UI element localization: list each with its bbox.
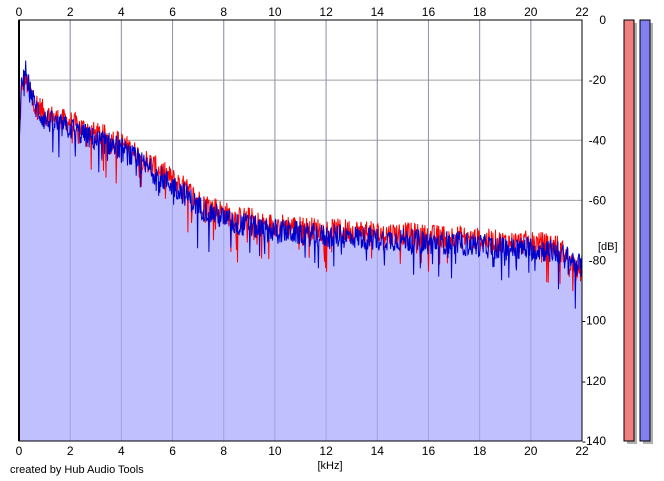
x-tick-label-top: 16 — [422, 5, 436, 19]
x-tick-label-top: 18 — [473, 5, 487, 19]
y-tick-label: -100 — [582, 314, 606, 328]
spectrum-area — [19, 60, 582, 441]
x-tick-label-bottom: 18 — [473, 444, 487, 458]
x-tick-label-top: 8 — [220, 5, 227, 19]
x-tick-label-top: 14 — [371, 5, 385, 19]
y-tick-label: -60 — [589, 193, 607, 207]
x-tick-label-top: 22 — [575, 5, 589, 19]
x-tick-label-bottom: 14 — [371, 444, 385, 458]
y-tick-label: -120 — [582, 374, 606, 388]
x-tick-label-top: 0 — [16, 5, 23, 19]
x-tick-label-top: 20 — [524, 5, 538, 19]
x-tick-label-bottom: 8 — [220, 444, 227, 458]
x-tick-label-bottom: 4 — [118, 444, 125, 458]
spectrum-lines — [18, 60, 583, 309]
x-axis-label: [kHz] — [317, 460, 342, 472]
x-tick-labels-bottom: 0 2 4 6 8 10 12 14 16 18 20 22 — [16, 444, 589, 458]
x-tick-label-bottom: 16 — [422, 444, 436, 458]
x-tick-label-top: 12 — [319, 5, 333, 19]
y-tick-label: 0 — [599, 13, 606, 27]
x-tick-label-bottom: 10 — [268, 444, 282, 458]
x-tick-label-top: 10 — [268, 5, 282, 19]
x-tick-label-bottom: 0 — [16, 444, 23, 458]
y-tick-label: -140 — [582, 434, 606, 448]
level-meters — [623, 19, 653, 444]
y-tick-labels: 0 -20 -40 -60 -80 -100 -120 -140 — [582, 13, 606, 448]
credit-text: created by Hub Audio Tools — [10, 464, 144, 476]
y-tick-label: -40 — [589, 133, 607, 147]
x-tick-label-bottom: 12 — [319, 444, 333, 458]
x-tick-label-top: 4 — [118, 5, 125, 19]
series-line-2 — [18, 60, 583, 309]
x-tick-label-bottom: 6 — [169, 444, 176, 458]
level-meter-1 — [623, 19, 635, 442]
level-meter-2 — [639, 19, 651, 442]
x-tick-label-bottom: 20 — [524, 444, 538, 458]
y-tick-label: -20 — [589, 73, 607, 87]
plot-frame — [18, 19, 583, 442]
y-axis-label: [dB] — [598, 241, 618, 253]
x-tick-label-bottom: 22 — [575, 444, 589, 458]
x-tick-label-bottom: 2 — [67, 444, 74, 458]
x-tick-label-top: 2 — [67, 5, 74, 19]
y-tick-label: -80 — [589, 254, 607, 268]
x-tick-labels-top: 0 2 4 6 8 10 12 14 16 18 20 22 — [16, 5, 589, 19]
x-tick-label-top: 6 — [169, 5, 176, 19]
